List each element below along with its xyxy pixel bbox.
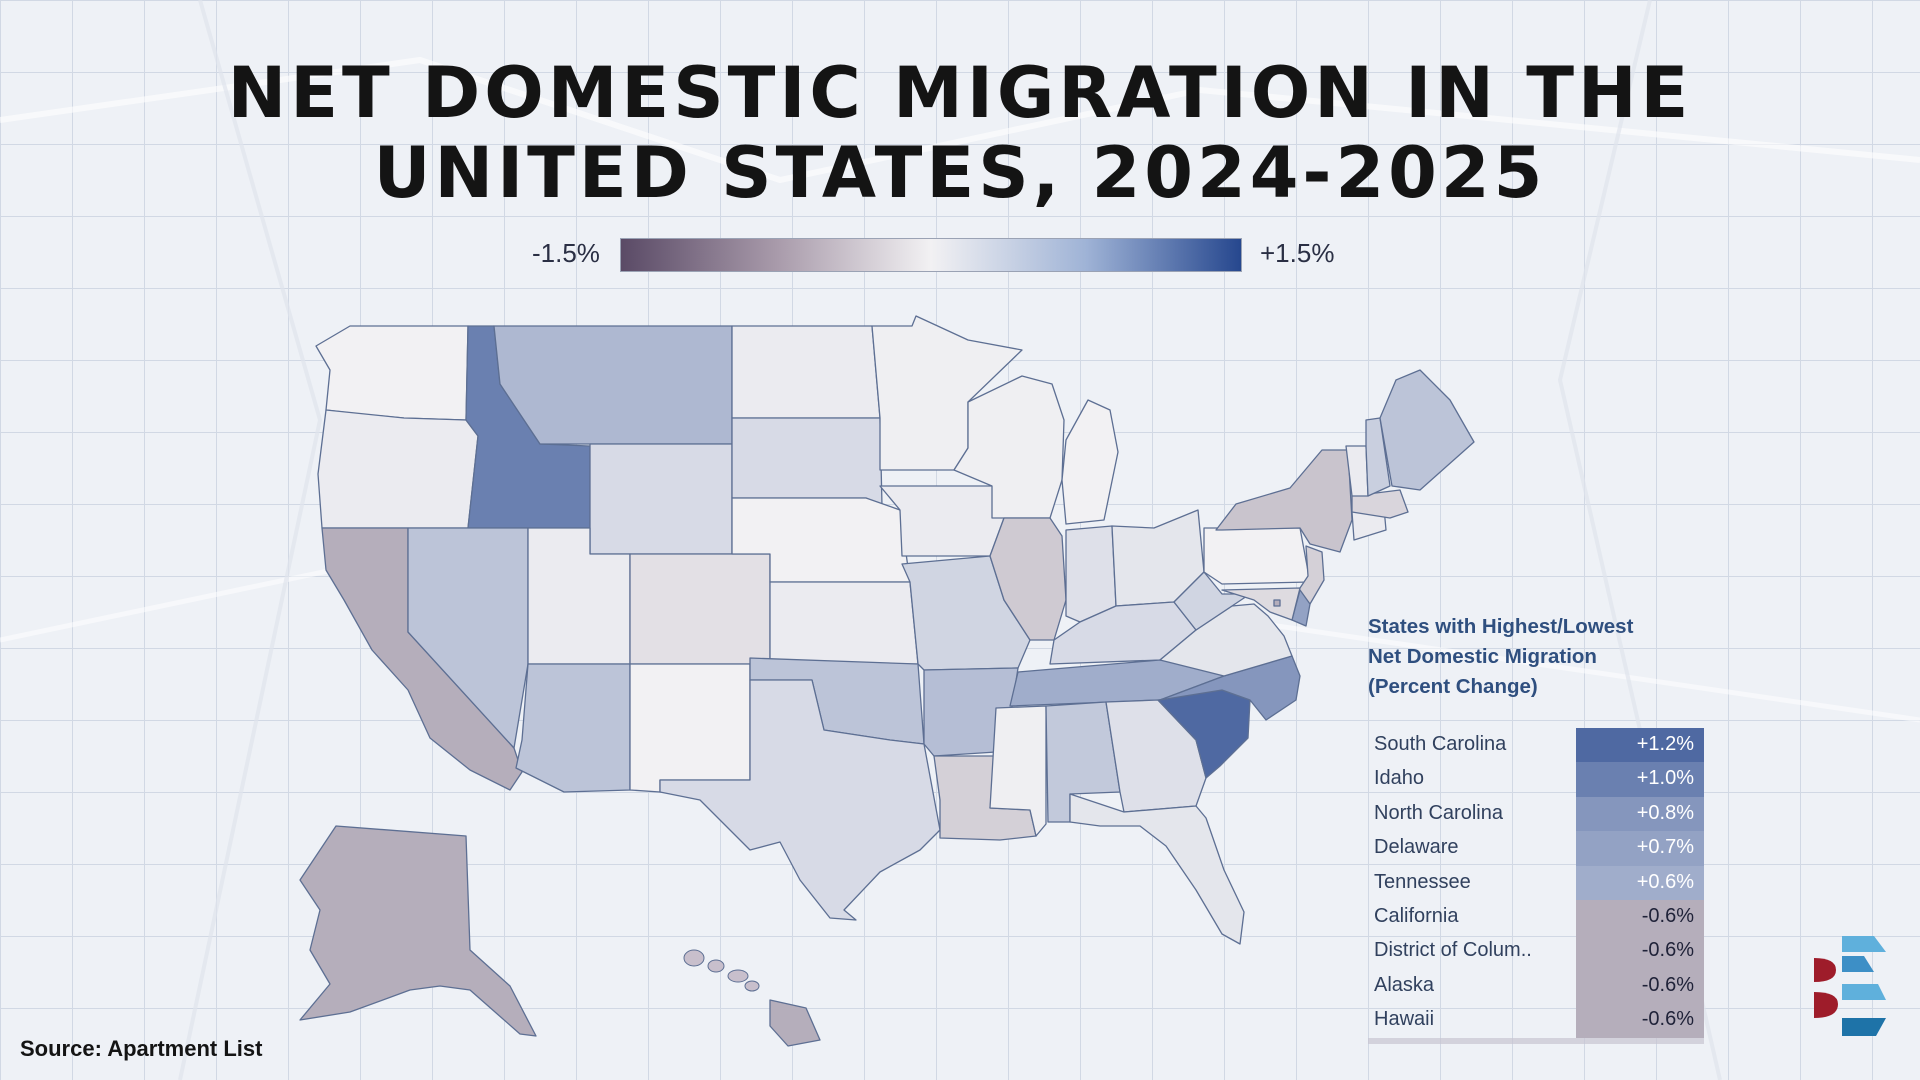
map-title-line-1: NET DOMESTIC MIGRATION IN THE xyxy=(227,52,1693,134)
ranking-row: Hawaii -0.6% xyxy=(1368,1003,1704,1038)
ranking-value-cell: -0.6% xyxy=(1576,1003,1704,1038)
hawaii-islands-small xyxy=(683,949,760,992)
legend-color-scale xyxy=(620,238,1242,272)
ranking-value-cell: -0.6% xyxy=(1576,934,1704,969)
state-PA[interactable] xyxy=(1203,527,1311,585)
state-OR[interactable] xyxy=(317,409,479,529)
ranking-state-name: Idaho xyxy=(1374,767,1425,790)
ranking-title-line-2: Net Domestic Migration xyxy=(1368,645,1597,668)
ranking-row: North Carolina +0.8% xyxy=(1368,796,1704,832)
state-FL[interactable] xyxy=(1069,793,1245,945)
ranking-state-name: Alaska xyxy=(1374,973,1435,996)
ranking-value-cell: -0.6% xyxy=(1576,968,1704,1004)
ranking-title-line-3: (Percent Change) xyxy=(1368,675,1538,698)
state-MI[interactable] xyxy=(1061,399,1119,525)
ranking-value-cell: +1.0% xyxy=(1576,762,1704,797)
source-credit: Source: Apartment List xyxy=(20,1036,263,1061)
ranking-value-cell: +0.6% xyxy=(1576,865,1704,900)
ranking-state-name: Hawaii xyxy=(1374,1008,1435,1031)
legend-max-label: +1.5% xyxy=(1260,238,1335,268)
state-WA[interactable] xyxy=(315,325,469,421)
state-MA[interactable] xyxy=(1351,489,1409,519)
legend-min-label: -1.5% xyxy=(532,238,600,268)
state-MT[interactable] xyxy=(493,325,733,445)
state-AK[interactable] xyxy=(299,825,537,1037)
ranking-table-title: States with Highest/Lowest Net Domestic … xyxy=(1368,612,1668,702)
brand-logo xyxy=(1814,936,1886,1036)
state-WY[interactable] xyxy=(589,443,733,555)
ranking-row: Idaho +1.0% xyxy=(1368,762,1704,797)
ranking-table-cutoff xyxy=(1368,1038,1704,1044)
state-NM[interactable] xyxy=(629,663,751,793)
ranking-state-name: District of Colum.. xyxy=(1374,939,1532,962)
ranking-value-cell: +1.2% xyxy=(1576,728,1704,763)
state-ND[interactable] xyxy=(731,325,881,419)
ranking-title-line-1: States with Highest/Lowest xyxy=(1368,615,1634,638)
state-ME[interactable] xyxy=(1379,369,1475,491)
state-CO[interactable] xyxy=(629,553,771,665)
state-HI[interactable] xyxy=(769,999,821,1047)
ranking-row: South Carolina +1.2% xyxy=(1368,728,1704,763)
map-title-line-2: UNITED STATES, 2024-2025 xyxy=(373,132,1547,214)
ranking-state-name: South Carolina xyxy=(1374,733,1507,755)
ranking-state-name: Tennessee xyxy=(1374,870,1471,893)
state-MD[interactable] xyxy=(1221,587,1301,621)
ranking-state-name: North Carolina xyxy=(1374,801,1503,824)
state-VA[interactable] xyxy=(1159,603,1293,677)
state-SD[interactable] xyxy=(731,417,883,507)
state-DC[interactable] xyxy=(1273,599,1281,607)
ranking-row: Tennessee +0.6% xyxy=(1368,865,1704,900)
ranking-value-cell: -0.6% xyxy=(1576,899,1704,935)
ranking-state-name: Delaware xyxy=(1374,836,1459,859)
state-NH[interactable] xyxy=(1365,417,1391,497)
ranking-table: South Carolina +1.2% Idaho +1.0% North C… xyxy=(1368,728,1704,1038)
state-NV[interactable] xyxy=(407,527,529,749)
ranking-row: Delaware +0.7% xyxy=(1368,831,1704,866)
ranking-row: California -0.6% xyxy=(1368,899,1704,935)
state-AZ[interactable] xyxy=(515,663,631,793)
state-KS[interactable] xyxy=(769,581,919,665)
ranking-value-cell: +0.8% xyxy=(1576,796,1704,832)
ranking-value-cell: +0.7% xyxy=(1576,831,1704,866)
ranking-state-name: California xyxy=(1374,904,1459,927)
state-IN[interactable] xyxy=(1065,525,1117,623)
ranking-row: Alaska -0.6% xyxy=(1368,968,1704,1004)
ranking-row: District of Colum.. -0.6% xyxy=(1368,934,1704,969)
state-TX[interactable] xyxy=(659,679,941,921)
